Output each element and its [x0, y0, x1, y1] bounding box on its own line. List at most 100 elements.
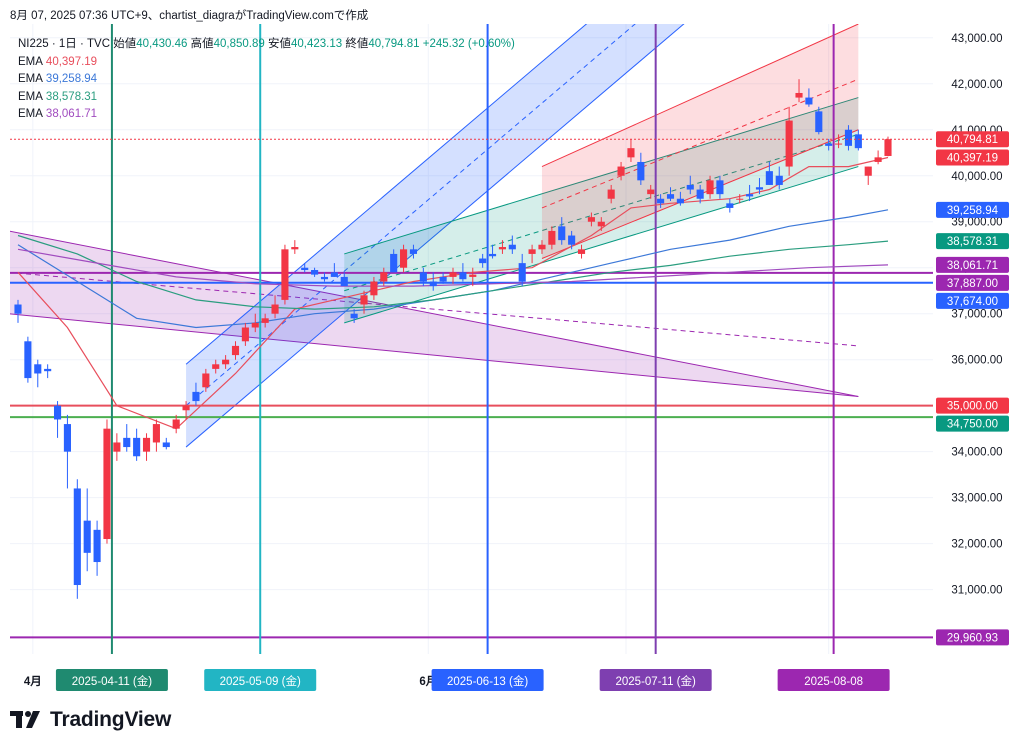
candle-body	[508, 244, 516, 250]
brand-name: TradingView	[50, 708, 172, 731]
candle-body	[202, 373, 210, 388]
candle	[439, 272, 447, 284]
candle-body	[400, 249, 408, 268]
low-value: 40,423.13	[290, 38, 343, 50]
ema-row-2: EMA 39,258.94	[18, 71, 515, 89]
candle-body	[133, 437, 141, 457]
candle	[271, 295, 279, 319]
date-marker-bg	[55, 669, 168, 691]
candle	[548, 226, 556, 250]
price-tick-label: 33,000.00	[951, 493, 1002, 505]
candle	[657, 194, 665, 208]
candle	[172, 414, 180, 434]
candle	[795, 79, 803, 103]
candle	[449, 267, 457, 284]
date-marker-bg	[599, 669, 712, 691]
date-marker-bg	[431, 669, 544, 691]
price-tick-label: 36,000.00	[951, 355, 1002, 367]
ema-value: 39,258.94	[45, 73, 98, 85]
candle-body	[360, 295, 368, 305]
candle	[182, 401, 190, 420]
candle	[73, 479, 81, 599]
candle	[459, 263, 467, 282]
candle-body	[103, 428, 111, 540]
candle-body	[874, 157, 882, 162]
candle-body	[449, 272, 457, 277]
candle-body	[627, 148, 635, 158]
candle-body	[469, 274, 477, 277]
candle	[469, 267, 477, 287]
candle	[14, 299, 22, 323]
candle	[93, 520, 101, 576]
price-badge-bg	[936, 292, 1009, 309]
candle-body	[231, 345, 240, 356]
price-badge: 37,887.00	[936, 274, 1009, 291]
channel-lower	[10, 313, 859, 397]
date-marker: 2025-04-11 (金)	[55, 669, 168, 691]
candle	[696, 184, 704, 204]
candle-body	[429, 281, 437, 287]
candle-body	[568, 235, 576, 245]
candle-body	[676, 198, 684, 204]
candle-body	[350, 313, 358, 319]
price-badge: 40,397.19	[936, 149, 1009, 166]
candle-body	[63, 424, 71, 452]
candle	[508, 235, 516, 254]
candle-body	[459, 272, 467, 280]
price-badge-bg	[936, 415, 1009, 432]
candle-body	[716, 180, 724, 195]
candle-body	[370, 281, 378, 296]
candle	[281, 244, 289, 305]
ema-line	[17, 156, 889, 430]
candle-body	[281, 249, 289, 300]
candle-body	[637, 161, 645, 181]
candle-body	[439, 276, 447, 282]
tradingview-logo[interactable]: TradingView	[10, 708, 171, 732]
candle	[844, 125, 853, 151]
ema-value: 38,061.71	[45, 108, 98, 120]
channel-fill	[541, 24, 859, 259]
candle-body	[241, 327, 249, 342]
candle-body	[380, 272, 388, 282]
candle-body	[222, 359, 230, 365]
candle	[311, 267, 319, 277]
candle-body	[172, 419, 180, 429]
candle-body	[271, 304, 279, 314]
candle	[587, 212, 595, 227]
candle	[24, 336, 32, 383]
low-label: 安値	[267, 38, 291, 50]
high-value: 40,850.89	[213, 38, 265, 50]
candle-body	[597, 221, 605, 227]
candle-body	[311, 270, 319, 275]
candle	[479, 253, 487, 268]
candle-body	[755, 187, 764, 190]
price-badge-label: 37,674.00	[947, 296, 998, 308]
price-badge-bg	[936, 233, 1009, 250]
candle	[568, 230, 576, 250]
candle-body	[726, 203, 734, 208]
channel-upper	[541, 24, 859, 168]
candle	[627, 138, 635, 162]
price-badge: 40,794.81	[936, 131, 1009, 148]
candle	[746, 184, 754, 202]
price-badge-bg	[936, 274, 1009, 291]
candle-body	[340, 276, 348, 287]
candle-body	[775, 175, 783, 185]
candlestick-chart[interactable]: 43,000.0042,000.0041,000.0040,000.0039,0…	[0, 0, 1024, 700]
candle-body	[558, 226, 566, 241]
candle	[103, 419, 111, 544]
candle-body	[647, 189, 655, 195]
candle	[716, 175, 724, 199]
candle	[488, 244, 497, 259]
candle-body	[498, 247, 506, 250]
candle	[350, 309, 358, 323]
tradingview-logo-icon	[10, 711, 40, 728]
candle	[647, 184, 655, 199]
candle-body	[330, 272, 338, 277]
candle-body	[518, 263, 526, 282]
price-badge-bg	[936, 397, 1009, 414]
price-badge-bg	[936, 629, 1009, 646]
candle	[815, 106, 823, 135]
candle-body	[617, 166, 625, 176]
date-marker-label: 2025-05-09 (金)	[220, 674, 301, 688]
